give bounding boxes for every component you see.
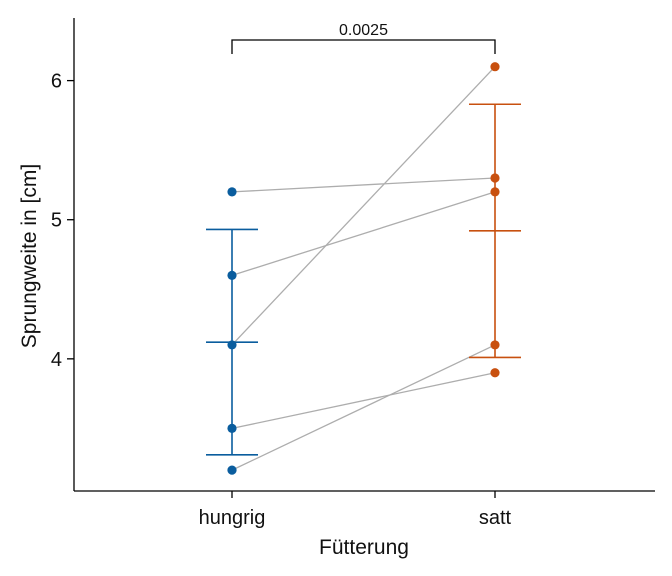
data-point-satt bbox=[490, 187, 500, 197]
x-tick-label-hungrig: hungrig bbox=[199, 507, 266, 529]
data-point-satt bbox=[490, 368, 500, 378]
data-point-hungrig bbox=[227, 340, 237, 350]
pair-lines bbox=[231, 66, 496, 471]
y-ticks: 4 5 6 bbox=[51, 71, 74, 371]
significance-label: 0.0025 bbox=[339, 22, 388, 39]
significance-bracket: 0.0025 bbox=[231, 22, 496, 54]
points bbox=[227, 62, 500, 475]
data-point-satt bbox=[490, 340, 500, 350]
axes bbox=[73, 18, 655, 492]
x-ticks: hungrig satt bbox=[199, 491, 512, 529]
pair-line bbox=[231, 344, 496, 471]
pair-line bbox=[231, 66, 496, 346]
pair-line bbox=[231, 372, 496, 430]
y-tick-label: 5 bbox=[51, 210, 62, 232]
x-tick-label-satt: satt bbox=[479, 507, 512, 529]
pair-line bbox=[231, 177, 496, 193]
data-point-hungrig bbox=[227, 465, 237, 475]
y-tick-label: 6 bbox=[51, 71, 62, 93]
data-point-hungrig bbox=[227, 187, 237, 197]
y-axis-title: Sprungweite in [cm] bbox=[18, 164, 41, 348]
error-bars bbox=[206, 103, 521, 456]
data-point-hungrig bbox=[227, 423, 237, 433]
significance-bracket-line bbox=[231, 39, 496, 54]
y-tick-label: 4 bbox=[51, 349, 62, 371]
data-point-satt bbox=[490, 62, 500, 72]
x-axis-title: Fütterung bbox=[319, 536, 409, 559]
data-point-satt bbox=[490, 173, 500, 183]
pair-line bbox=[231, 191, 496, 276]
data-point-hungrig bbox=[227, 270, 237, 280]
